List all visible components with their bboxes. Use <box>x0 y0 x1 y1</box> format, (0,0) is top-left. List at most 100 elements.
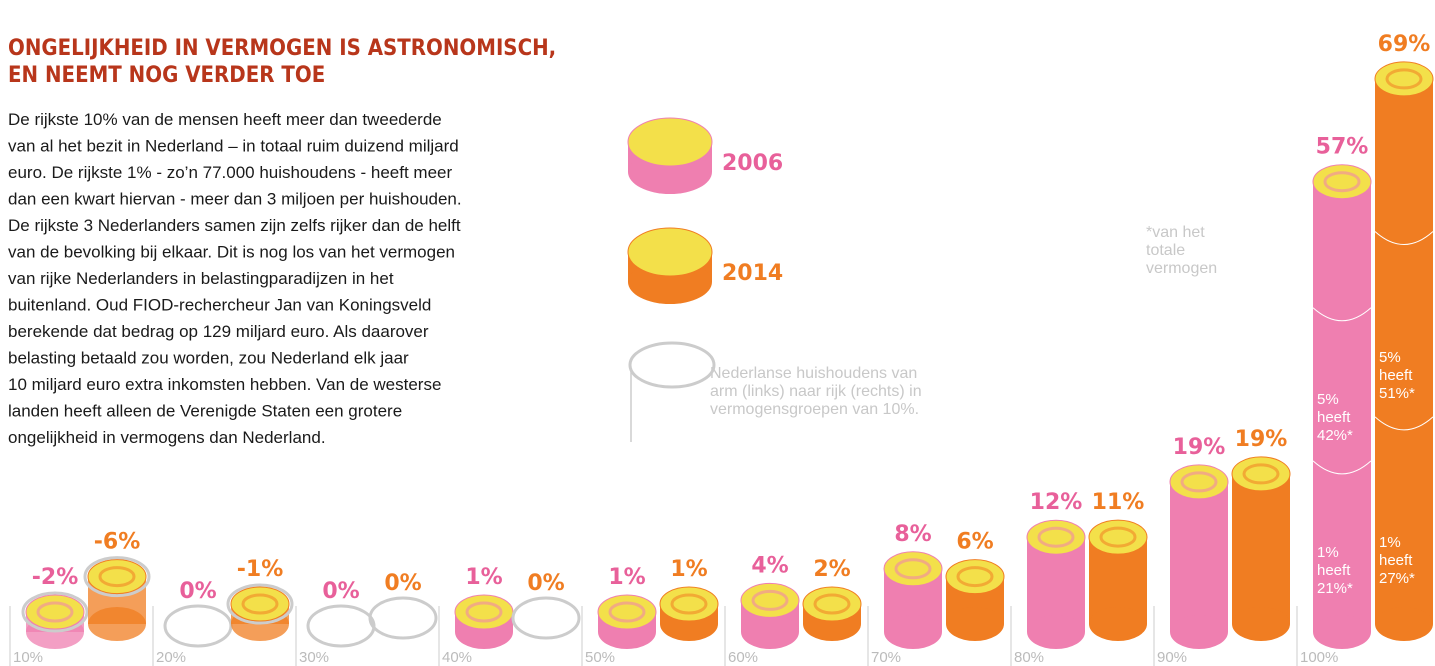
value-label: 57% <box>1316 135 1369 160</box>
body-text: euro. De rijkste 1% - zo’n 77.000 huisho… <box>8 163 452 182</box>
value-label: 69% <box>1378 32 1431 57</box>
coin-emboss <box>241 593 279 615</box>
category-label: 90% <box>1157 649 1187 666</box>
coin-stack <box>1027 537 1085 649</box>
coin-stack <box>1089 537 1147 641</box>
category-label: 50% <box>585 649 615 666</box>
segment-divider <box>1312 307 1372 322</box>
coin-top <box>597 594 657 630</box>
legend-empty-coin <box>628 341 716 389</box>
coin-emboss <box>1099 526 1137 548</box>
column <box>1232 473 1290 624</box>
empty-coin <box>306 604 376 648</box>
column-base <box>741 615 799 649</box>
coin-top <box>659 586 719 622</box>
coin-emboss <box>608 601 646 623</box>
negative-ring <box>83 556 151 598</box>
coin-emboss <box>465 601 503 623</box>
segment-note: 5% <box>1379 349 1401 366</box>
coin-stack <box>1313 181 1371 649</box>
body-text: dan een kwart hiervan - meer dan 3 miljo… <box>8 190 462 209</box>
coin-top <box>87 559 147 595</box>
coin-stack <box>1375 78 1433 641</box>
segment-note: 21%* <box>1317 580 1353 597</box>
column <box>1375 78 1433 624</box>
segment-divider <box>1312 460 1372 475</box>
value-label: 6% <box>956 530 993 555</box>
coin-stack <box>1232 473 1290 641</box>
column-base <box>1375 607 1433 641</box>
coin-emboss <box>98 566 136 588</box>
segment-divider <box>1374 231 1434 245</box>
coin-top <box>1374 61 1434 97</box>
coin-top <box>1088 519 1148 555</box>
coin-emboss <box>751 589 789 611</box>
category-label: 80% <box>1014 649 1044 666</box>
legend-label: 2006 <box>722 151 783 176</box>
coin-emboss <box>813 593 851 615</box>
coin-top <box>1169 464 1229 500</box>
footnote: *van het <box>1146 224 1205 241</box>
column-base <box>1170 615 1228 649</box>
value-label: -6% <box>94 530 140 555</box>
category-label: 60% <box>728 649 758 666</box>
segment-note: heeft <box>1379 367 1413 384</box>
chart-title: ONGELIJKHEID IN VERMOGEN IS ASTRONOMISCH… <box>8 36 556 61</box>
category-label: 20% <box>156 649 186 666</box>
group-note: arm (links) naar rijk (rechts) in <box>710 383 922 400</box>
column-base <box>1313 615 1371 649</box>
segment-note: 5% <box>1317 391 1339 408</box>
value-label: 0% <box>384 571 421 596</box>
negative-ring <box>21 591 89 633</box>
coin-emboss <box>956 566 994 588</box>
category-label: 100% <box>1300 649 1338 666</box>
coin-emboss <box>1180 471 1218 493</box>
category-label: 40% <box>442 649 472 666</box>
value-label: 1% <box>608 565 645 590</box>
body-text: berekende dat bedrag op 129 miljard euro… <box>8 322 429 341</box>
segment-divider <box>1374 416 1434 431</box>
value-label: 4% <box>751 553 788 578</box>
coin-top <box>740 582 800 618</box>
column-base <box>1089 607 1147 641</box>
category-label: 10% <box>13 649 43 666</box>
column-base <box>1027 615 1085 649</box>
group-note: Nederlanse huishoudens van <box>710 365 917 382</box>
column-base <box>884 615 942 649</box>
body-text: ongelijkheid in vermogens dan Nederland. <box>8 428 326 447</box>
value-label: 8% <box>894 522 931 547</box>
value-label: 0% <box>322 579 359 604</box>
value-label: 2% <box>813 557 850 582</box>
empty-coin <box>163 604 233 648</box>
body-text: buitenland. Oud FIOD-rechercheur Jan van… <box>8 296 431 315</box>
segment-note: 42%* <box>1317 427 1353 444</box>
coin-top <box>454 594 514 630</box>
coin-emboss <box>894 558 932 580</box>
coin-top <box>802 586 862 622</box>
coin-top <box>1312 164 1372 200</box>
value-label: 0% <box>527 571 564 596</box>
coin-top <box>945 559 1005 595</box>
chart-title: EN NEEMT NOG VERDER TOE <box>8 63 325 88</box>
category-label: 70% <box>871 649 901 666</box>
legend-label: 2014 <box>722 261 783 286</box>
coin-stack <box>368 596 438 640</box>
coin-top <box>25 594 85 630</box>
body-text: van de bevolking bij elkaar. Dit is nog … <box>8 243 455 262</box>
value-label: 12% <box>1030 490 1083 515</box>
segment-note: heeft <box>1317 562 1351 579</box>
value-label: 1% <box>465 565 502 590</box>
negative-ring <box>226 583 294 625</box>
empty-coin <box>511 596 581 640</box>
value-label: 1% <box>670 557 707 582</box>
coin-emboss <box>1323 171 1361 193</box>
footnote: totale <box>1146 242 1185 259</box>
footnote: vermogen <box>1146 260 1217 277</box>
legend-coin <box>627 227 713 277</box>
value-label: -2% <box>32 565 78 590</box>
legend-coin <box>627 117 713 167</box>
body-text: belasting betaald zou worden, zou Nederl… <box>8 349 409 368</box>
body-text: landen heeft alleen de Verenigde Staten … <box>8 402 402 421</box>
